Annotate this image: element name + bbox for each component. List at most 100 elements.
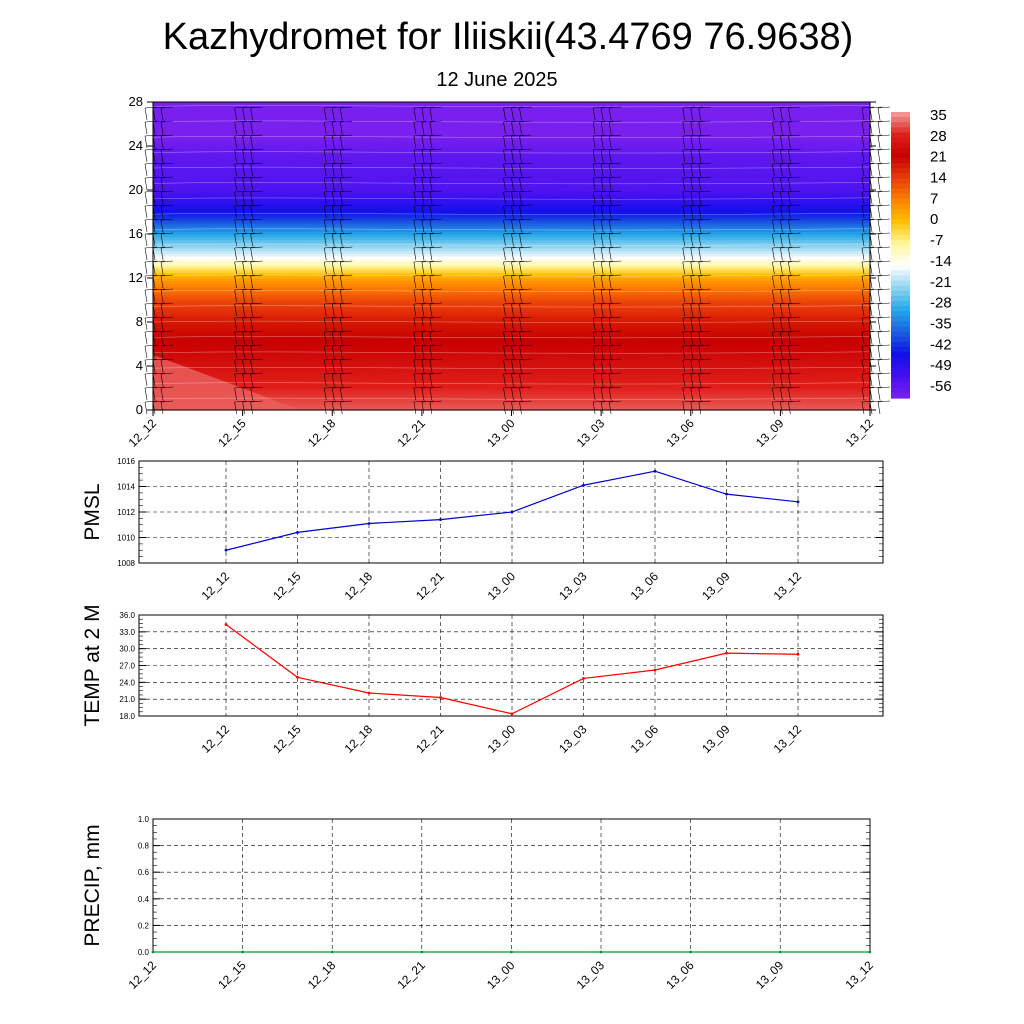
wind-barb [421, 121, 425, 135]
wind-barb-flag [690, 400, 703, 403]
wind-barb [503, 345, 506, 359]
wind-barb [160, 275, 164, 289]
wind-barb-flag [682, 232, 695, 235]
chart-subtitle: 12 June 2025 [436, 69, 557, 91]
wind-barb-flag [332, 176, 345, 179]
wind-barb-flag [242, 358, 255, 361]
wind-barb-flag [869, 106, 883, 109]
wind-barb-flag [593, 134, 606, 137]
wind-barb-flag [144, 358, 158, 361]
y-tick-label: 0.8 [138, 842, 150, 851]
wind-barb-flag [593, 120, 606, 123]
wind-barb-flag [152, 302, 166, 305]
wind-barb [861, 359, 865, 373]
wind-barb-flag [682, 316, 695, 319]
wind-barb [421, 387, 425, 401]
wind-barb [682, 317, 686, 331]
contour-band [153, 113, 870, 117]
wind-barb [877, 163, 881, 177]
wind-barb-flag [690, 288, 703, 291]
wind-barb [772, 275, 775, 289]
wind-barb-flag [413, 302, 426, 305]
wind-barb-flag [780, 330, 793, 333]
wind-barb [592, 219, 596, 233]
wind-barb [519, 331, 522, 345]
wind-barb [339, 191, 343, 205]
wind-barb [698, 163, 702, 177]
wind-barb [242, 331, 245, 345]
wind-barb-flag [152, 190, 166, 193]
wind-barb [780, 373, 783, 387]
contour-band [153, 143, 870, 147]
x-tick-label: 12_21 [413, 722, 447, 756]
wind-barb [788, 275, 791, 289]
wind-barb [429, 345, 433, 359]
wind-barb [608, 331, 612, 345]
wind-barb [511, 317, 514, 331]
wind-barb [160, 261, 164, 275]
wind-barb [869, 373, 873, 387]
wind-barb-flag [869, 246, 883, 249]
wind-barb [323, 233, 327, 247]
wind-barb-flag [593, 372, 606, 375]
wind-barb-flag [780, 162, 793, 165]
wind-barb [242, 345, 245, 359]
wind-barb-flag [877, 330, 891, 333]
wind-barb [780, 107, 783, 121]
wind-barb-flag [861, 148, 875, 151]
wind-barb [242, 275, 245, 289]
y-tick-label: 21.0 [119, 695, 135, 704]
wind-barb-flag [519, 232, 532, 235]
wind-barb [331, 331, 335, 345]
wind-barb-flag [682, 386, 695, 389]
wind-barb [242, 163, 245, 177]
wind-barb [331, 387, 335, 401]
contour-band [153, 272, 870, 276]
wind-barb-flag [250, 316, 263, 319]
wind-barb [690, 107, 694, 121]
wind-barb-flag [788, 134, 801, 137]
colorbar-label: -49 [930, 357, 952, 374]
wind-barb-flag [698, 316, 711, 319]
wind-barb [503, 331, 506, 345]
wind-barb [234, 247, 237, 261]
wind-barb [413, 135, 417, 149]
wind-barb-flag [324, 106, 337, 109]
wind-barb-flag [421, 316, 434, 319]
y-tick-label: 1010 [117, 534, 135, 543]
colorbar-label: -56 [930, 378, 952, 395]
data-point [510, 950, 513, 954]
wind-barb [413, 373, 417, 387]
wind-barb [600, 163, 604, 177]
wind-barb [421, 163, 425, 177]
wind-barb-flag [242, 232, 255, 235]
wind-barb-flag [429, 162, 442, 165]
wind-barb-flag [324, 302, 337, 305]
wind-barb-flag [234, 134, 247, 137]
wind-barb-flag [234, 330, 247, 333]
wind-barb [421, 191, 425, 205]
y-tick-label: 0 [136, 402, 143, 417]
wind-barb-flag [234, 274, 247, 277]
wind-barb [788, 373, 791, 387]
wind-barb [600, 289, 604, 303]
wind-barb-flag [593, 400, 606, 403]
wind-barb-flag [429, 372, 442, 375]
wind-barb [144, 317, 148, 331]
wind-barb [152, 387, 156, 401]
wind-barb-flag [519, 330, 532, 333]
wind-barb [503, 317, 506, 331]
wind-barb-flag [511, 330, 524, 333]
wind-barb [772, 135, 775, 149]
wind-barb [772, 205, 775, 219]
wind-barb-flag [698, 134, 711, 137]
wind-barb [152, 275, 156, 289]
wind-barb-flag [869, 148, 883, 151]
x-tick-label: 13_06 [628, 569, 662, 603]
wind-barb-flag [511, 218, 524, 221]
wind-barb-flag [144, 386, 158, 389]
wind-barb [608, 401, 612, 415]
wind-barb [339, 345, 343, 359]
wind-barb [682, 289, 686, 303]
